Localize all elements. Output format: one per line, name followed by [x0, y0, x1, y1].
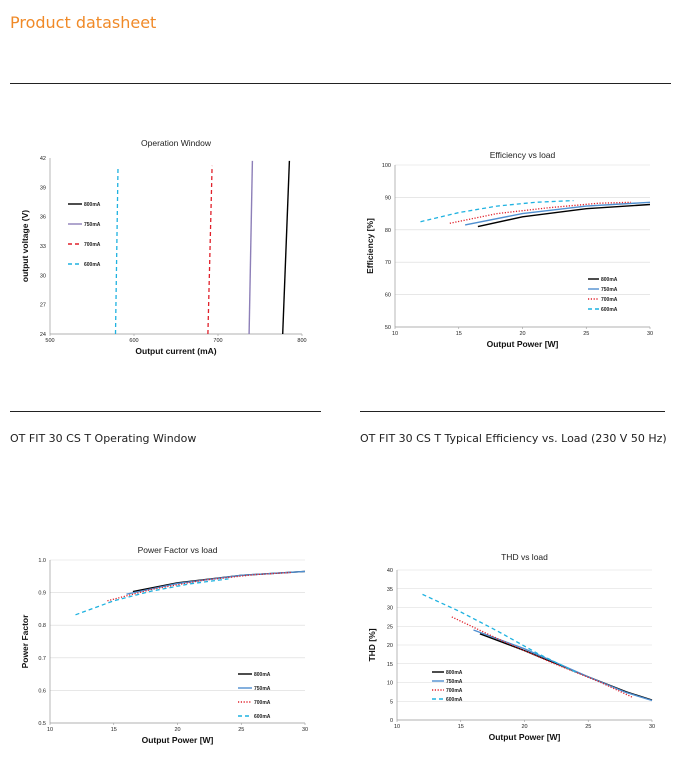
y-axis-label: Efficiency [%] [365, 218, 375, 274]
y-tick-label: 15 [387, 662, 393, 668]
series-line-700ma [207, 165, 213, 335]
x-tick-label: 15 [456, 331, 462, 337]
y-tick-label: 42 [40, 156, 46, 162]
x-tick-label: 25 [583, 331, 589, 337]
y-tick-label: 40 [387, 568, 393, 574]
y-tick-label: 1.0 [38, 558, 46, 564]
chart-title: Operation Window [141, 138, 212, 148]
chart-title: Power Factor vs load [138, 545, 218, 555]
y-tick-label: 0.8 [38, 623, 46, 629]
y-axis-label: output voltage (V) [20, 210, 30, 282]
y-tick-label: 27 [40, 303, 46, 309]
legend-label: 700mA [254, 700, 271, 706]
chart-title: Efficiency vs load [490, 150, 556, 160]
x-axis-label: Output current (mA) [135, 346, 216, 356]
series-line-800ma [282, 160, 291, 335]
x-axis-label: Output Power [W] [142, 735, 214, 745]
y-tick-label: 30 [40, 273, 46, 279]
y-tick-label: 90 [385, 195, 391, 201]
y-tick-label: 0.7 [38, 656, 46, 662]
x-tick-label: 30 [649, 724, 655, 730]
series-line-600ma [420, 199, 574, 223]
legend-label: 800mA [84, 202, 101, 208]
y-tick-label: 0.6 [38, 688, 46, 694]
y-tick-label: 0.5 [38, 721, 46, 727]
y-tick-label: 80 [385, 228, 391, 234]
series-line-600ma [75, 578, 229, 616]
x-tick-label: 25 [238, 727, 244, 733]
legend-label: 600mA [446, 697, 463, 703]
x-tick-label: 25 [585, 724, 591, 730]
legend-label: 750mA [446, 679, 463, 685]
x-tick-label: 15 [458, 724, 464, 730]
thd-chart: THD vs load 0 5 10 15 20 25 30 35 40 10 15 20 25 30 Out… [367, 552, 655, 742]
efficiency-chart: Efficiency vs load 50 60 70 80 90 100 10 15 20 25 3… [365, 150, 653, 349]
legend-label: 700mA [446, 688, 463, 694]
y-tick-label: 20 [387, 643, 393, 649]
series-line-800ma [132, 570, 306, 593]
x-tick-label: 700 [213, 338, 222, 344]
header-divider [10, 83, 671, 84]
chart-title: THD vs load [501, 552, 548, 562]
legend-label: 750mA [84, 222, 101, 228]
x-tick-label: 800 [297, 338, 306, 344]
legend-label: 600mA [84, 262, 101, 268]
x-tick-label: 500 [45, 338, 54, 344]
y-tick-label: 10 [387, 681, 393, 687]
series-line-750ma [248, 160, 254, 335]
y-tick-label: 0 [390, 718, 393, 724]
x-tick-label: 10 [394, 724, 400, 730]
y-axis-label: Power Factor [20, 614, 30, 669]
power-factor-chart: Power Factor vs load 0.5 0.6 0.7 0.8 0.9 1.0 10… [20, 545, 308, 745]
y-tick-label: 25 [387, 624, 393, 630]
y-tick-label: 35 [387, 587, 393, 593]
y-tick-label: 60 [385, 293, 391, 299]
x-tick-label: 30 [647, 331, 653, 337]
series-line-700ma [107, 571, 293, 602]
x-tick-label: 600 [129, 338, 138, 344]
y-tick-label: 70 [385, 260, 391, 266]
x-tick-label: 15 [111, 727, 117, 733]
legend-label: 800mA [601, 277, 618, 283]
y-tick-label: 30 [387, 606, 393, 612]
legend-label: 600mA [254, 714, 271, 720]
x-tick-label: 20 [521, 724, 527, 730]
x-tick-label: 10 [47, 727, 53, 733]
legend-label: 800mA [254, 672, 271, 678]
legend-label: 600mA [601, 307, 618, 313]
y-tick-label: 0.9 [38, 591, 46, 597]
caption-divider-right [360, 411, 665, 412]
x-tick-label: 30 [302, 727, 308, 733]
x-tick-label: 20 [519, 331, 525, 337]
y-tick-label: 5 [390, 699, 393, 705]
series-line-800ma [477, 203, 651, 228]
y-axis-label: THD [%] [367, 628, 377, 661]
x-axis-label: Output Power [W] [487, 339, 559, 349]
legend-label: 800mA [446, 670, 463, 676]
series-line-750ma [464, 201, 651, 226]
series-line-750ma [126, 570, 306, 595]
operation-window-chart: Operation Window 24 27 30 33 36 39 42 500 600 700 8… [20, 138, 307, 356]
y-tick-label: 100 [382, 163, 391, 169]
y-tick-label: 39 [40, 185, 46, 191]
x-tick-label: 20 [174, 727, 180, 733]
series-line-700ma [451, 616, 634, 699]
caption-divider-left [10, 411, 321, 412]
y-tick-label: 33 [40, 244, 46, 250]
x-axis-label: Output Power [W] [489, 732, 561, 742]
series-line-600ma [422, 593, 576, 673]
legend-label: 750mA [601, 287, 618, 293]
legend-label: 700mA [84, 242, 101, 248]
legend-label: 700mA [601, 297, 618, 303]
x-tick-label: 10 [392, 331, 398, 337]
y-tick-label: 24 [40, 332, 46, 338]
series-line-600ma [114, 167, 119, 335]
operating-window-caption: OT FIT 30 CS T Operating Window [10, 432, 197, 445]
efficiency-caption: OT FIT 30 CS T Typical Efficiency vs. Lo… [360, 432, 667, 445]
y-tick-label: 36 [40, 215, 46, 221]
y-tick-label: 50 [385, 325, 391, 331]
legend-label: 750mA [254, 686, 271, 692]
page-title: Product datasheet [10, 13, 157, 32]
